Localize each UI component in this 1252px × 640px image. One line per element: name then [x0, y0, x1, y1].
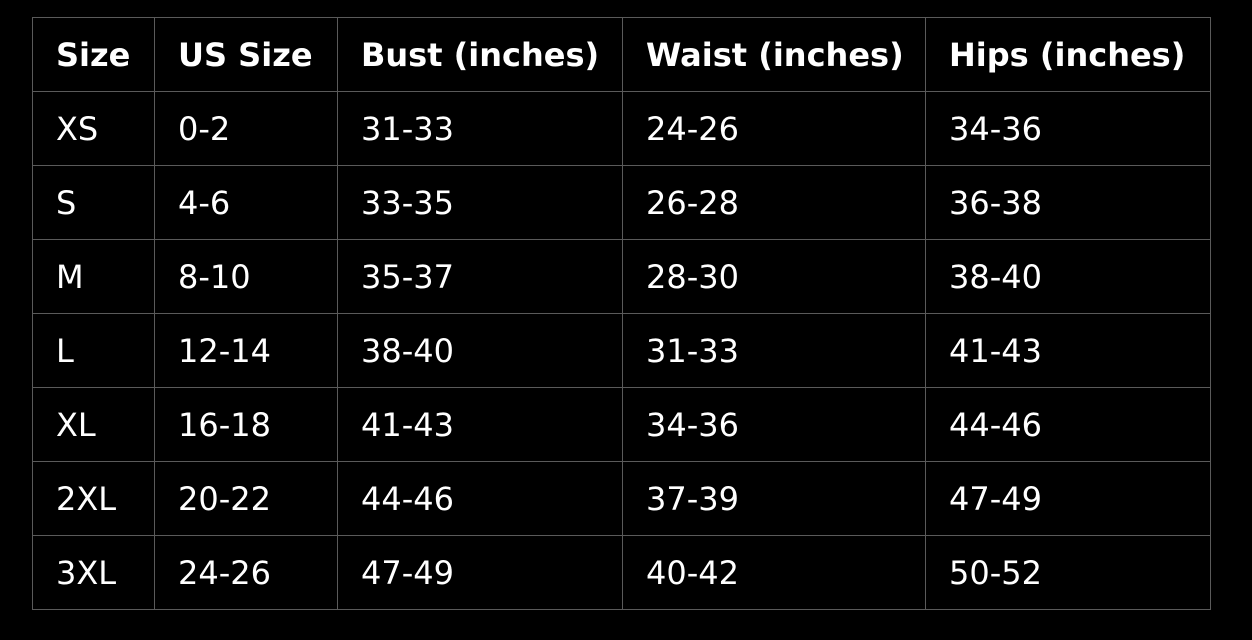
table-cell: 37-39: [622, 461, 926, 536]
table-cell: 41-43: [925, 313, 1211, 388]
table-cell: M: [32, 239, 155, 314]
table-cell: 26-28: [622, 165, 926, 240]
table-cell: XS: [32, 91, 155, 166]
table-cell: 47-49: [337, 535, 623, 610]
header-cell: Hips (inches): [925, 17, 1211, 92]
table-row: 3XL 24-26 47-49 40-42 50-52: [32, 535, 1211, 610]
table-cell: 35-37: [337, 239, 623, 314]
table-cell: 3XL: [32, 535, 155, 610]
table-cell: 24-26: [154, 535, 338, 610]
header-cell: Waist (inches): [622, 17, 926, 92]
table-cell: 24-26: [622, 91, 926, 166]
table-row: XL 16-18 41-43 34-36 44-46: [32, 387, 1211, 462]
table-row: S 4-6 33-35 26-28 36-38: [32, 165, 1211, 240]
table-cell: 16-18: [154, 387, 338, 462]
header-row: Size US Size Bust (inches) Waist (inches) Hi…: [32, 17, 1211, 92]
table-header: Size US Size Bust (inches) Waist (inches) Hi…: [32, 17, 1211, 92]
header-cell: Bust (inches): [337, 17, 623, 92]
table-cell: 20-22: [154, 461, 338, 536]
table-body: XS 0-2 31-33 24-26 34-36 S 4-6 33-35 26-28 36-38 M…: [32, 91, 1211, 610]
table-cell: 44-46: [337, 461, 623, 536]
table-cell: 40-42: [622, 535, 926, 610]
table-row: L 12-14 38-40 31-33 41-43: [32, 313, 1211, 388]
header-cell: US Size: [154, 17, 338, 92]
table-cell: 0-2: [154, 91, 338, 166]
table-cell: 47-49: [925, 461, 1211, 536]
size-table: Size US Size Bust (inches) Waist (inches) Hi…: [32, 17, 1211, 610]
table-row: M 8-10 35-37 28-30 38-40: [32, 239, 1211, 314]
table-cell: 44-46: [925, 387, 1211, 462]
table-row: 2XL 20-22 44-46 37-39 47-49: [32, 461, 1211, 536]
table-cell: 2XL: [32, 461, 155, 536]
header-cell: Size: [32, 17, 155, 92]
table-cell: L: [32, 313, 155, 388]
table-cell: 4-6: [154, 165, 338, 240]
table-cell: S: [32, 165, 155, 240]
table-cell: 38-40: [337, 313, 623, 388]
table-cell: 41-43: [337, 387, 623, 462]
table-row: XS 0-2 31-33 24-26 34-36: [32, 91, 1211, 166]
table-cell: XL: [32, 387, 155, 462]
table-cell: 50-52: [925, 535, 1211, 610]
table-cell: 33-35: [337, 165, 623, 240]
table-cell: 34-36: [925, 91, 1211, 166]
table-cell: 36-38: [925, 165, 1211, 240]
table-cell: 34-36: [622, 387, 926, 462]
table-cell: 8-10: [154, 239, 338, 314]
table-cell: 38-40: [925, 239, 1211, 314]
table-cell: 31-33: [622, 313, 926, 388]
table-cell: 12-14: [154, 313, 338, 388]
table-cell: 28-30: [622, 239, 926, 314]
table-cell: 31-33: [337, 91, 623, 166]
